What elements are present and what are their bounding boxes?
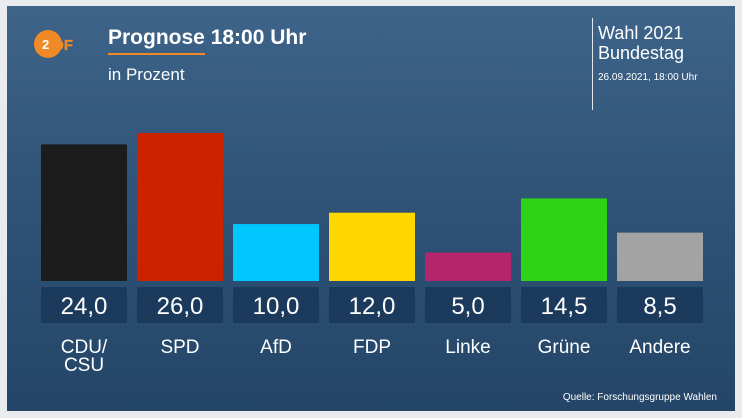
info-divider <box>592 18 593 110</box>
election-datetime: 26.09.2021, 18:00 Uhr <box>598 71 698 83</box>
chart-frame: 2 DF Prognose 18:00 Uhr in Prozent Wahl … <box>7 6 735 411</box>
category-label-1: SPD <box>160 337 199 358</box>
value-label-2: 10,0 <box>253 293 300 320</box>
value-box-6 <box>617 287 703 323</box>
svg-text:DF: DF <box>53 37 73 54</box>
bar-1 <box>137 133 223 281</box>
value-label-6: 8,5 <box>643 293 676 320</box>
category-label-6: Andere <box>629 337 690 358</box>
category-label-5: Grüne <box>538 337 591 358</box>
bar-0 <box>41 144 127 281</box>
zdf-logo: 2 DF <box>34 30 73 58</box>
value-box-4 <box>425 287 511 323</box>
value-box-3 <box>329 287 415 323</box>
category-label-2: AfD <box>260 337 292 358</box>
bar-5 <box>521 198 607 281</box>
election-body: Bundestag <box>598 42 685 63</box>
value-box-0 <box>41 287 127 323</box>
source-note: Quelle: Forschungsgruppe Wahlen <box>562 392 717 403</box>
value-box-1 <box>137 287 223 323</box>
value-box-2 <box>233 287 319 323</box>
category-label-3: FDP <box>353 337 391 358</box>
category-label-4: Linke <box>445 337 490 358</box>
chart-subtitle: in Prozent <box>108 65 185 84</box>
title-part-1: Prognose <box>108 26 205 55</box>
category-label-0: CDU/CSU <box>61 337 108 376</box>
value-label-4: 5,0 <box>451 293 484 320</box>
bar-6 <box>617 232 703 281</box>
election-info: Wahl 2021 Bundestag 26.09.2021, 18:00 Uh… <box>598 23 698 83</box>
value-box-5 <box>521 287 607 323</box>
value-label-0: 24,0 <box>61 293 108 320</box>
value-label-3: 12,0 <box>349 293 396 320</box>
value-label-5: 14,5 <box>541 293 588 320</box>
chart-title: Prognose 18:00 Uhr <box>108 26 306 55</box>
svg-text:2: 2 <box>42 37 49 52</box>
bar-4 <box>425 252 511 281</box>
bar-3 <box>329 212 415 281</box>
bar-2 <box>233 224 319 281</box>
title-part-2: 18:00 Uhr <box>210 26 307 49</box>
bar-chart: 24,0 CDU/CSU 26,0 SPD 10,0 AfD 12,0 FDP 5,0 Linke… <box>41 133 703 376</box>
election-name: Wahl 2021 <box>598 23 684 43</box>
value-label-1: 26,0 <box>157 293 204 320</box>
